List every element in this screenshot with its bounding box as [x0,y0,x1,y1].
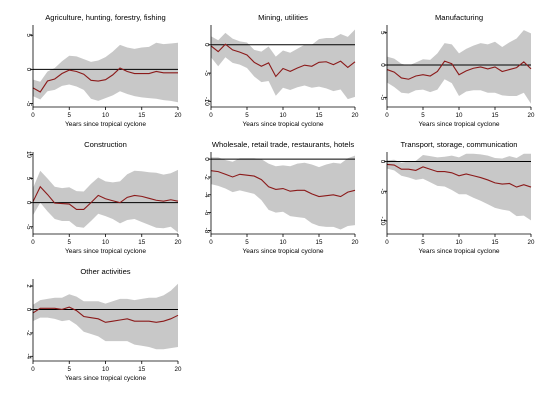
x-tick-label: 20 [352,112,359,119]
y-tick-label: 0 [25,68,32,72]
x-tick-label: 20 [175,112,182,119]
x-tick-label: 0 [209,239,213,246]
x-tick-label: 20 [352,239,359,246]
x-axis-title: Years since tropical cyclone [242,121,323,128]
x-tick-label: 10 [456,239,463,246]
y-tick-label: -5 [203,70,210,76]
y-tick-label: -10 [203,97,210,107]
x-tick-label: 15 [316,112,323,119]
x-tick-label: 15 [138,239,145,246]
x-tick-label: 15 [492,112,499,119]
y-tick-label: 0 [203,43,210,47]
y-tick-label: 5 [379,31,386,35]
x-axis-title: Years since tropical cyclone [418,248,499,255]
chart-panel: 0 5 10 15 20 5 0 -5 Agriculture, hunting, forest… [25,13,182,128]
x-tick-label: 10 [102,239,109,246]
y-tick-label: -6 [203,210,210,216]
estimate-line [210,43,356,78]
x-tick-label: 10 [456,112,463,119]
confidence-band [33,169,178,233]
x-tick-label: 20 [175,366,182,373]
y-tick-label: -5 [379,188,386,194]
confidence-band [387,153,531,221]
y-tick-label: -10 [379,216,386,226]
confidence-band [211,29,355,100]
y-tick-label: 0 [379,160,386,164]
y-tick-label: 0 [379,63,386,67]
chart-panel: 0 5 10 15 20 0 -2 -4 -6 -8 Wholesale, retail trade… [203,140,359,255]
x-tick-label: 10 [280,239,287,246]
x-tick-label: 10 [102,366,109,373]
x-tick-label: 5 [68,112,72,119]
confidence-band [33,42,178,103]
y-tick-label: -8 [203,228,210,234]
y-tick-label: -2 [203,174,210,180]
panel-title: Agriculture, hunting, forestry, fishing [45,13,166,22]
estimate-line [32,185,179,210]
y-tick-label: 0 [25,201,32,205]
y-tick-label: 2 [25,284,32,288]
confidence-band [211,155,355,230]
x-tick-label: 10 [280,112,287,119]
y-tick-label: 5 [25,177,32,181]
estimate-line [32,306,179,323]
x-axis-title: Years since tropical cyclone [65,121,146,128]
y-tick-label: 5 [25,34,32,38]
x-tick-label: 20 [528,239,535,246]
chart-panel: 0 5 10 15 20 0 -5 -10 Mining, utilities Years sin… [203,13,359,128]
estimate-line [386,163,532,188]
x-tick-label: 5 [245,112,249,119]
x-tick-label: 20 [175,239,182,246]
panel-title: Mining, utilities [258,13,308,22]
x-tick-label: 15 [316,239,323,246]
x-tick-label: 15 [492,239,499,246]
chart-panel: 0 5 10 15 20 10 5 0 -5 Construction Years since tr… [25,140,182,255]
estimate-line [210,170,356,198]
x-tick-label: 0 [31,112,35,119]
confidence-band [387,30,531,104]
x-tick-label: 5 [421,239,425,246]
y-tick-label: -5 [25,224,32,230]
x-tick-label: 5 [68,366,72,373]
y-tick-label: -5 [25,101,32,107]
x-axis-title: Years since tropical cyclone [418,121,499,128]
x-tick-label: 5 [68,239,72,246]
x-tick-label: 15 [138,366,145,373]
x-tick-label: 0 [209,112,213,119]
x-tick-label: 0 [385,112,389,119]
y-tick-label: -4 [25,354,32,360]
y-tick-label: -2 [25,330,32,336]
panel-title: Wholesale, retail trade, restaurants, ho… [212,140,354,149]
x-axis-title: Years since tropical cyclone [65,248,146,255]
panel-title: Other activities [80,267,130,276]
estimate-line [386,60,532,80]
x-tick-label: 5 [245,239,249,246]
y-tick-label: 0 [203,157,210,161]
x-tick-label: 10 [102,112,109,119]
x-axis-title: Years since tropical cyclone [242,248,323,255]
x-tick-label: 0 [385,239,389,246]
y-tick-label: 10 [25,151,32,158]
y-tick-label: -5 [379,95,386,101]
chart-panel: 0 5 10 15 20 0 -5 -10 Transport, storage, commun… [379,140,535,255]
x-tick-label: 5 [421,112,425,119]
x-tick-label: 20 [528,112,535,119]
chart-panel: 0 5 10 15 20 5 0 -5 Manufacturing Years since tro… [379,13,535,128]
x-tick-label: 0 [31,239,35,246]
confidence-band [33,283,178,350]
x-tick-label: 15 [138,112,145,119]
estimate-line [32,67,178,93]
y-tick-label: 0 [25,308,32,312]
panel-title: Transport, storage, communication [400,140,517,149]
x-tick-label: 0 [31,366,35,373]
panel-title: Manufacturing [435,13,483,22]
x-axis-title: Years since tropical cyclone [65,375,146,382]
panel-title: Construction [84,140,127,149]
y-tick-label: -4 [203,192,210,198]
